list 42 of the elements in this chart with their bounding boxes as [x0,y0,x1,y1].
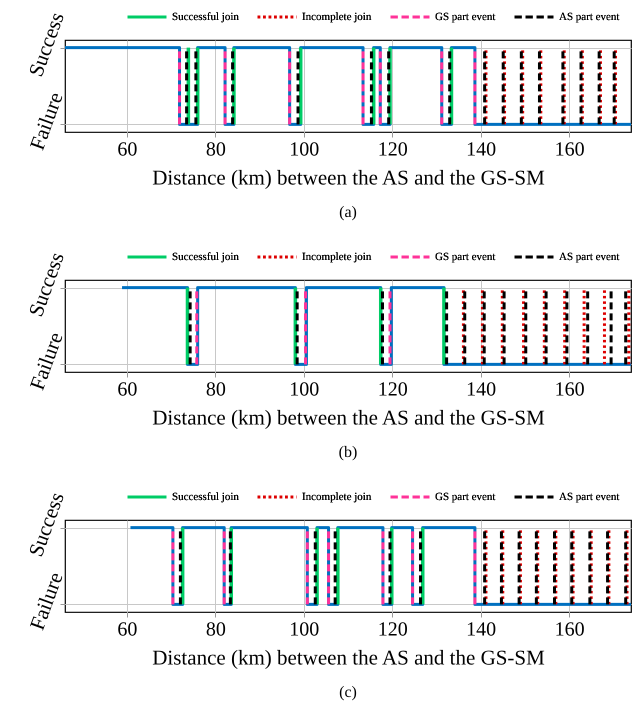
x-axis-title: Distance (km) between the AS and the GS-SM [152,166,546,190]
legend-label: GS part event [435,491,496,503]
legend-label: Incomplete join [302,491,372,503]
x-tick-label: 60 [117,378,138,400]
x-tick-label: 100 [289,618,320,640]
x-tick-label: 120 [378,138,408,160]
legend-label: Successful join [172,251,240,263]
text: (b) [338,444,358,461]
x-tick-label: 140 [466,378,496,400]
x-tick-label: 120 [378,618,408,640]
x-axis-title: Distance (km) between the AS and the GS-SM [152,406,546,430]
x-tick-label: 60 [117,138,138,160]
legend-label: Incomplete join [302,11,372,23]
legend-label: GS part event [435,11,496,23]
x-tick-label: 80 [206,618,226,640]
x-tick-label: 160 [554,378,585,400]
legend-label: AS part event [559,11,620,23]
x-tick-label: 160 [554,138,585,160]
legend-label: GS part event [435,251,496,263]
legend-label: Incomplete join [302,251,372,263]
text: (a) [339,204,357,221]
text: (c) [339,684,357,701]
x-tick-label: 100 [289,138,320,160]
x-tick-label: 160 [554,618,585,640]
annotation: Success [24,249,69,320]
x-axis-title: Distance (km) between the AS and the GS-SM [152,646,546,670]
annotation: Failure [24,569,68,634]
annotation: Success [24,489,69,560]
annotation: Failure [24,89,68,154]
annotation: Failure [24,329,68,394]
legend-label: Successful join [172,491,240,503]
annotation: Success [24,9,69,80]
x-tick-label: 120 [378,378,408,400]
x-tick-label: 60 [117,618,138,640]
x-tick-label: 80 [206,138,226,160]
x-tick-label: 140 [466,138,496,160]
legend-label: AS part event [559,251,620,263]
x-tick-label: 80 [206,378,226,400]
legend-label: AS part event [559,491,620,503]
x-tick-label: 140 [466,618,496,640]
legend-label: Successful join [172,11,240,23]
x-tick-label: 100 [289,378,320,400]
